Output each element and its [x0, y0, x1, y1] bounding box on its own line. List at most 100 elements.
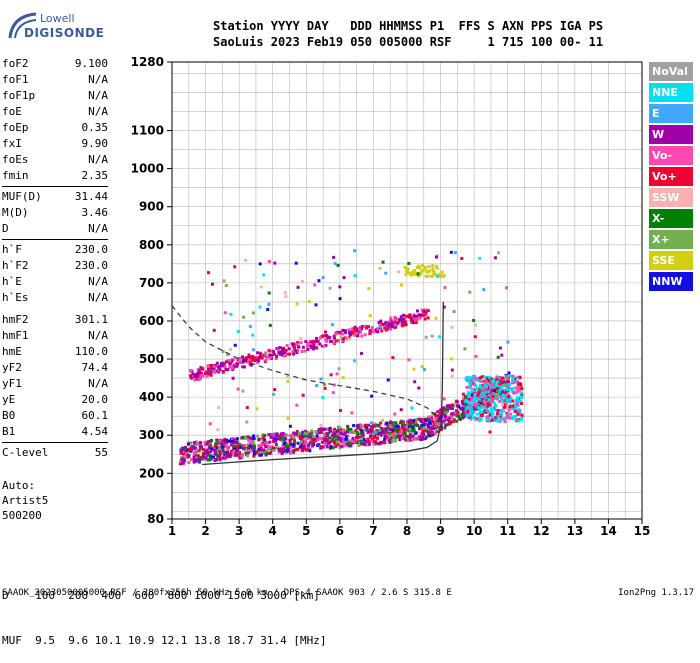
echo-point [336, 436, 340, 440]
echo-point [247, 353, 251, 357]
echo-point [404, 323, 408, 327]
echo-point [219, 452, 223, 456]
echo-point [376, 436, 380, 440]
echo-point [179, 448, 183, 452]
echo-point [426, 431, 430, 435]
echo-point [250, 356, 254, 360]
echo-point [197, 369, 201, 373]
echo-point [506, 415, 510, 419]
echo-point [291, 443, 295, 447]
auto-code: 500200 [2, 509, 42, 522]
echo-point [216, 369, 220, 373]
x-tick-label: 9 [436, 524, 444, 538]
echo-point [324, 343, 328, 347]
param-name: D [2, 222, 9, 235]
echo-point [344, 439, 348, 443]
echo-point [496, 419, 500, 423]
echo-point [332, 427, 336, 431]
echo-point [414, 314, 418, 318]
x-tick-label: 10 [466, 524, 483, 538]
echo-point [320, 429, 324, 433]
echo-point [363, 443, 367, 447]
echo-point [209, 363, 213, 367]
echo-point [458, 417, 462, 421]
echo-point [225, 438, 229, 442]
echo-point [398, 421, 402, 425]
echo-point [490, 392, 494, 396]
echo-point [390, 440, 394, 444]
param-name: B0 [2, 409, 16, 422]
echo-point [263, 433, 267, 437]
echo-point [228, 365, 232, 369]
echo-point [410, 437, 414, 441]
echo-point [361, 434, 365, 438]
echo-point [187, 455, 191, 459]
echo-point [478, 385, 482, 389]
echo-point [499, 419, 503, 423]
echo-point [231, 376, 235, 380]
echo-point [330, 433, 334, 437]
echo-point [192, 455, 196, 459]
echo-point [505, 286, 509, 290]
echo-point [486, 377, 490, 381]
echo-point [487, 390, 491, 394]
echo-point [480, 386, 484, 390]
echo-point [414, 423, 418, 427]
echo-point [503, 391, 507, 395]
echo-point [343, 336, 347, 340]
echo-point [361, 432, 365, 436]
echo-point [495, 375, 499, 379]
echo-point [517, 385, 521, 389]
echo-point [422, 368, 426, 372]
echo-point [228, 361, 232, 365]
echo-point [366, 437, 370, 441]
x-tick-label: 11 [499, 524, 516, 538]
echo-point [487, 395, 491, 399]
echo-point [332, 383, 336, 387]
echo-point [396, 424, 400, 428]
echo-point [351, 440, 355, 444]
echo-point [435, 266, 439, 270]
echo-point [479, 405, 483, 409]
echo-point [284, 295, 288, 299]
echo-point [464, 403, 468, 407]
echo-point [252, 348, 256, 352]
echo-point [427, 274, 431, 278]
echo-point [465, 379, 469, 383]
echo-point [284, 437, 288, 441]
echo-point [338, 436, 342, 440]
echo-point [381, 418, 385, 422]
x-tick-label: 7 [369, 524, 377, 538]
echo-point [216, 455, 220, 459]
echo-point [190, 458, 194, 462]
echo-point [431, 267, 435, 271]
echo-point [493, 256, 497, 260]
echo-point [422, 433, 426, 437]
echo-point [386, 435, 390, 439]
echo-point [502, 382, 506, 386]
echo-point [307, 300, 311, 304]
echo-point [302, 444, 306, 448]
echo-point [303, 349, 307, 353]
echo-point [324, 432, 328, 436]
echo-point [480, 391, 484, 395]
echo-point [342, 432, 346, 436]
echo-point [284, 444, 288, 448]
echo-point [431, 412, 435, 416]
echo-point [370, 428, 374, 432]
echo-point [412, 427, 416, 431]
echo-point [467, 392, 471, 396]
echo-point [318, 436, 322, 440]
echo-point [241, 365, 245, 369]
echo-point [431, 263, 435, 267]
echo-point [285, 448, 289, 452]
echo-point [329, 340, 333, 344]
echo-point [281, 432, 285, 436]
param-value: 2.35 [81, 169, 109, 182]
echo-point [338, 297, 342, 301]
echo-point [511, 399, 515, 403]
echo-point [360, 429, 364, 433]
echo-point [394, 320, 398, 324]
echo-point [428, 434, 432, 438]
echo-point [473, 398, 477, 402]
